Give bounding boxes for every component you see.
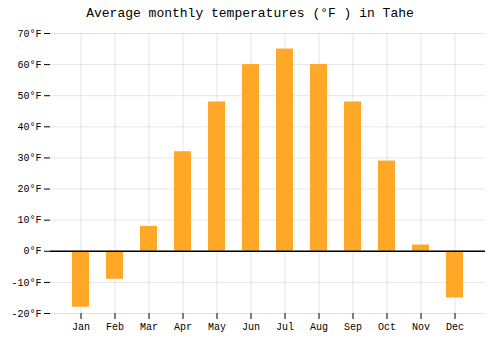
svg-text:Oct: Oct [378,322,396,333]
svg-text:Feb: Feb [106,322,124,333]
svg-text:40°F: 40°F [17,122,41,133]
svg-text:Jul: Jul [276,322,294,333]
svg-text:Nov: Nov [412,322,430,333]
svg-text:50°F: 50°F [17,91,41,102]
svg-text:Jan: Jan [72,322,90,333]
svg-text:Dec: Dec [446,322,464,333]
svg-text:0°F: 0°F [23,246,41,257]
svg-text:60°F: 60°F [17,60,41,71]
svg-text:Sep: Sep [344,322,362,333]
svg-text:70°F: 70°F [17,29,41,40]
svg-text:Apr: Apr [174,322,192,333]
svg-text:-20°F: -20°F [11,309,41,320]
svg-text:30°F: 30°F [17,153,41,164]
svg-text:10°F: 10°F [17,215,41,226]
svg-text:Jun: Jun [242,322,260,333]
svg-text:20°F: 20°F [17,184,41,195]
svg-text:May: May [208,322,226,333]
svg-text:Aug: Aug [310,322,328,333]
svg-text:Mar: Mar [140,322,158,333]
svg-text:-10°F: -10°F [11,278,41,289]
html-text:Average monthly temperatures (: Average monthly temperatures (°F ) in Ta… [86,6,414,21]
